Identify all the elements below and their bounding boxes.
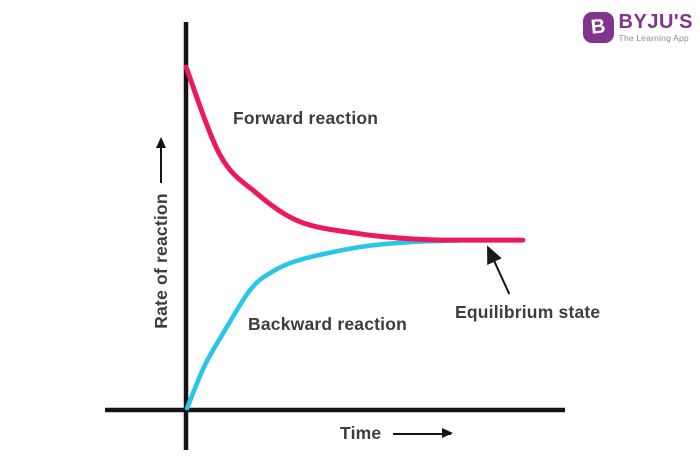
x-axis-label-group: Time <box>340 423 454 444</box>
byjus-logo: B BYJU'S The Learning App <box>582 12 693 43</box>
x-axis-label: Time <box>340 423 382 443</box>
byjus-badge-icon: B <box>582 12 614 43</box>
backward-reaction-label: Backward reaction <box>248 314 408 334</box>
brand-tagline: The Learning App <box>618 33 689 43</box>
forward-reaction-label: Forward reaction <box>233 108 379 128</box>
forward-reaction-curve <box>183 64 526 243</box>
brand-name: BYJU'S <box>618 11 693 33</box>
byjus-wordmark: BYJU'S The Learning App <box>619 12 693 43</box>
right-arrow-icon <box>393 428 454 438</box>
equilibrium-arrow-icon <box>487 245 511 295</box>
badge-letter: B <box>589 15 607 39</box>
y-axis-label: Rate of reaction <box>150 193 171 329</box>
y-axis-label-group: Rate of reaction <box>150 129 172 339</box>
up-arrow-icon <box>160 139 162 184</box>
equilibrium-state-label: Equilibrium state <box>455 302 601 322</box>
